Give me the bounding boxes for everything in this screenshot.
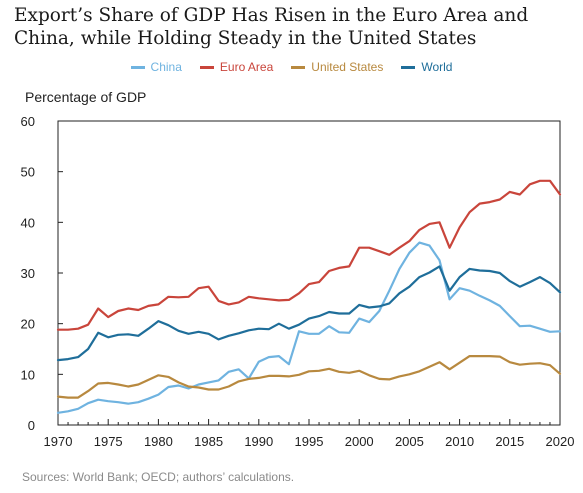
x-tick-label: 1985 bbox=[194, 434, 223, 449]
y-tick-label: 40 bbox=[21, 215, 35, 230]
legend-label-china: China bbox=[150, 60, 182, 74]
x-tick-label: 1995 bbox=[295, 434, 324, 449]
source-note: Sources: World Bank; OECD; authors’ calc… bbox=[22, 470, 295, 484]
y-tick-label: 0 bbox=[28, 418, 35, 433]
y-axis-label: Percentage of GDP bbox=[25, 89, 147, 105]
x-tick-label: 2020 bbox=[546, 434, 575, 449]
legend-item-euro-area: Euro Area bbox=[199, 58, 274, 76]
legend-label-euro-area: Euro Area bbox=[219, 60, 274, 74]
plot-frame bbox=[57, 120, 561, 426]
legend-item-united-states: United States bbox=[291, 58, 383, 76]
x-tick-label: 1970 bbox=[44, 434, 73, 449]
legend: China Euro Area United States World bbox=[0, 58, 583, 76]
x-tick-label: 2000 bbox=[345, 434, 374, 449]
y-tick-label: 60 bbox=[21, 114, 35, 129]
y-tick-label: 20 bbox=[21, 317, 35, 332]
x-tick-label: 2010 bbox=[445, 434, 474, 449]
series-line-world bbox=[56, 265, 562, 362]
legend-item-china: China bbox=[130, 58, 182, 76]
legend-swatch-euro-area bbox=[199, 65, 214, 69]
legend-swatch-china bbox=[130, 65, 145, 69]
x-tick-label: 2005 bbox=[395, 434, 424, 449]
series-line-euro-area bbox=[56, 179, 562, 331]
x-tick-label: 1990 bbox=[244, 434, 273, 449]
series-line-united-states bbox=[56, 355, 562, 399]
legend-swatch-world bbox=[401, 65, 416, 69]
x-tick-label: 1980 bbox=[144, 434, 173, 449]
legend-label-united-states: United States bbox=[311, 60, 384, 74]
series-line-china bbox=[56, 241, 562, 414]
x-tick-label: 1975 bbox=[94, 434, 123, 449]
legend-swatch-united-states bbox=[291, 65, 306, 69]
legend-label-world: World bbox=[421, 60, 453, 74]
y-tick-label: 10 bbox=[21, 367, 35, 382]
y-tick-label: 30 bbox=[21, 266, 35, 281]
x-tick-label: 2015 bbox=[495, 434, 524, 449]
chart-title: Export’s Share of GDP Has Risen in the E… bbox=[14, 5, 529, 49]
y-tick-label: 50 bbox=[21, 165, 35, 180]
legend-item-world: World bbox=[401, 58, 452, 76]
